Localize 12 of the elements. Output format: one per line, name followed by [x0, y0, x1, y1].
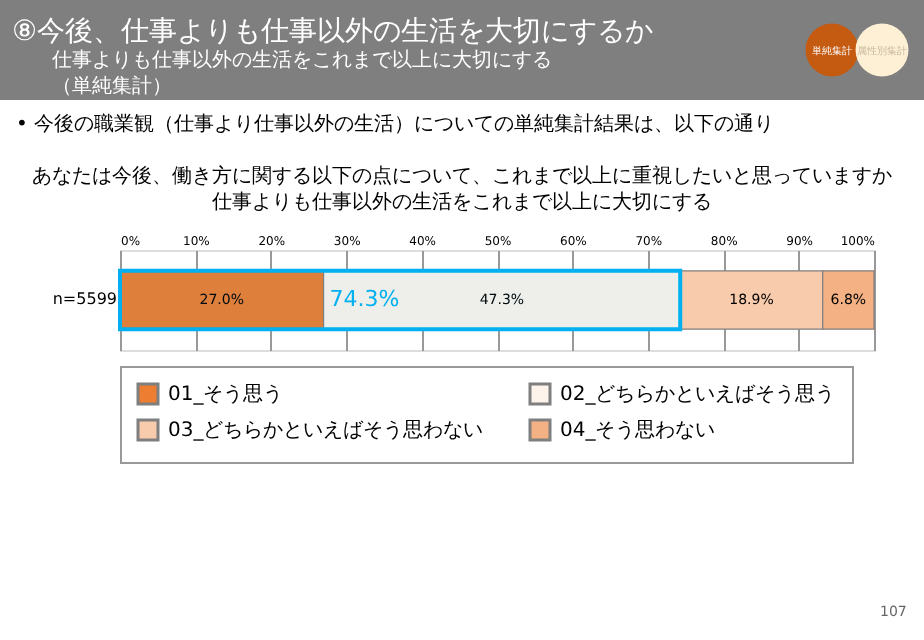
text: （単純集計）: [52, 74, 172, 98]
legend-label: 01_そう思う: [168, 384, 284, 406]
chart-title: ⑧今後、仕事よりも仕事以外の生活を大切にするか: [12, 16, 654, 48]
text: 仕事よりも仕事以外の生活をこれまで以上に大切にする: [212, 190, 712, 214]
text: あなたは今後、働き方に関する以下の点について、これまで以上に重視したいと思っていますか: [32, 164, 892, 188]
legend-label: 04_そう思わない: [560, 420, 716, 442]
text: • 今後の職業観（仕事より仕事以外の生活）についての単純集計結果は、以下の通り: [16, 112, 775, 136]
legend-label: 02_どちらかといえばそう思う: [560, 384, 836, 406]
y-tick-label: n=5599: [52, 290, 117, 308]
band-label: 74.3%: [329, 286, 400, 312]
legend-label: 03_どちらかといえばそう思わない: [168, 420, 484, 442]
chart-subtitle: 仕事よりも仕事以外の生活をこれまで以上に大切にする: [52, 48, 552, 72]
